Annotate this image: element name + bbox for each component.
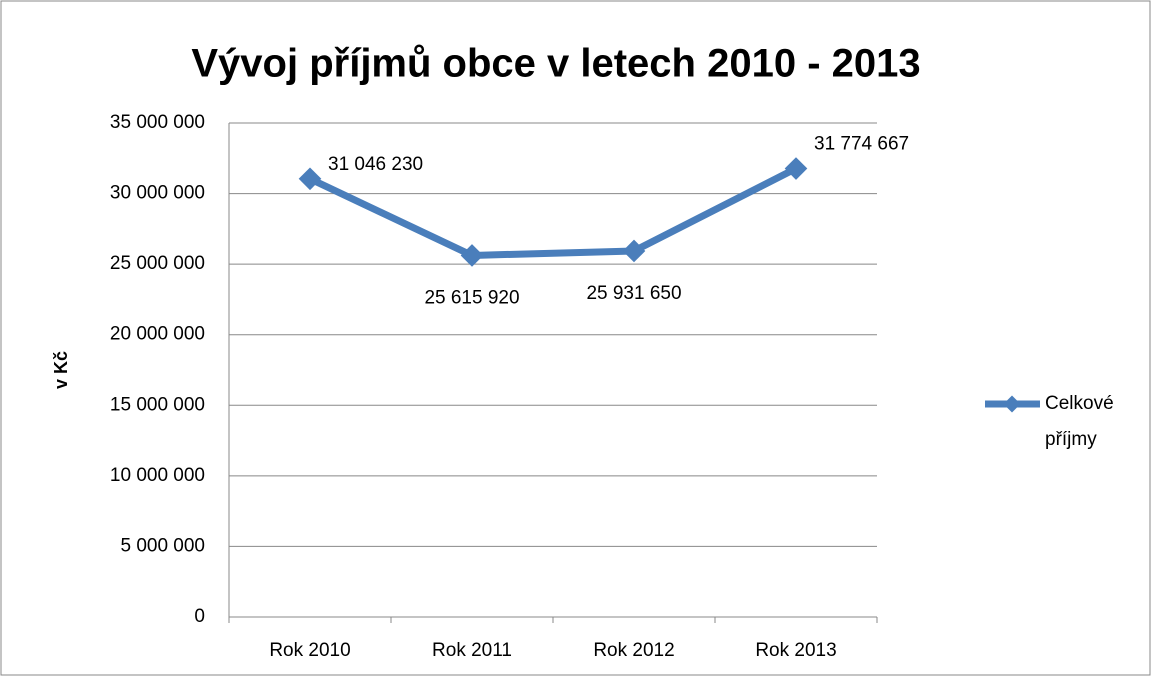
chart-title: Vývoj příjmů obce v letech 2010 - 2013 — [191, 42, 920, 86]
y-tick-label: 5 000 000 — [120, 535, 205, 556]
y-tick-label: 10 000 000 — [110, 465, 205, 486]
x-tick-label: Rok 2013 — [755, 640, 836, 661]
legend-marker — [1003, 395, 1021, 413]
series-line — [308, 165, 798, 259]
x-tick-label: Rok 2011 — [432, 640, 512, 661]
x-tick-label: Rok 2010 — [269, 640, 350, 661]
y-tick-label: 30 000 000 — [110, 183, 205, 204]
y-tick-label: 35 000 000 — [110, 112, 205, 133]
data-label: 31 046 230 — [328, 154, 423, 175]
legend-label: Celkové příjmy — [1045, 393, 1114, 450]
y-tick-label: 25 000 000 — [110, 253, 205, 274]
y-tick-label: 0 — [194, 606, 205, 627]
y-tick-label: 20 000 000 — [110, 324, 205, 345]
data-label: 25 615 920 — [424, 287, 519, 308]
y-tick-label: 15 000 000 — [110, 394, 205, 415]
y-axis-label: v Kč — [51, 351, 71, 389]
x-tick-label: Rok 2012 — [593, 640, 674, 661]
data-label: 31 774 667 — [814, 134, 909, 155]
data-label: 25 931 650 — [586, 283, 681, 304]
